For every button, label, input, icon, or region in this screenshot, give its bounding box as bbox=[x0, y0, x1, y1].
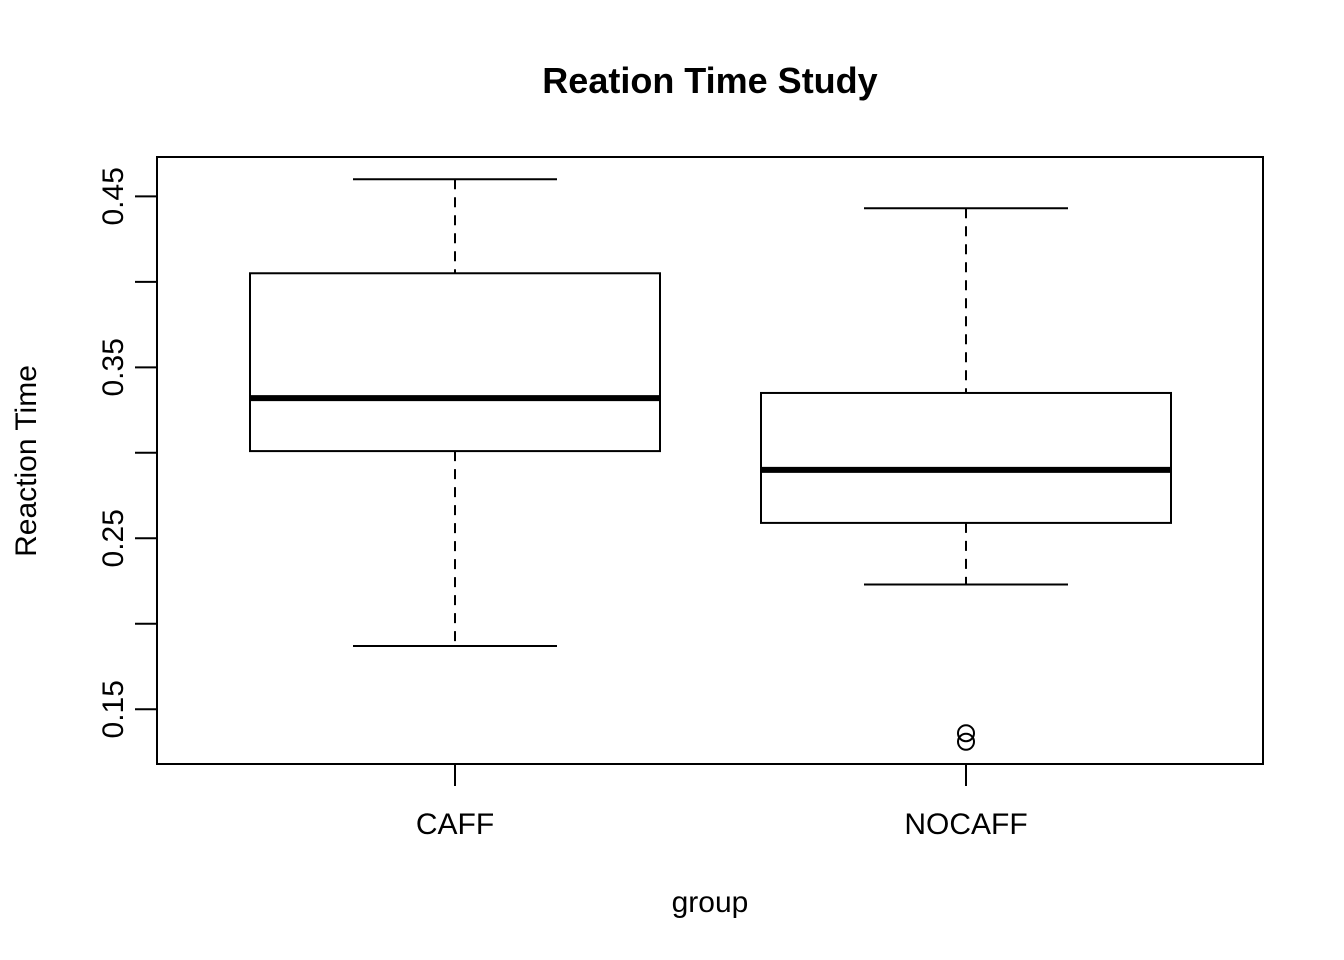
x-axis: CAFF NOCAFF bbox=[416, 764, 1028, 841]
box-nocaff bbox=[760, 207, 1172, 751]
y-tick-label: 0.35 bbox=[97, 338, 130, 396]
x-tick-label: NOCAFF bbox=[904, 808, 1027, 841]
x-tick-label: CAFF bbox=[416, 808, 494, 841]
y-tick-label: 0.25 bbox=[97, 509, 130, 567]
outlier-point bbox=[957, 724, 975, 743]
iqr-box bbox=[249, 272, 661, 453]
y-tick-label: 0.15 bbox=[97, 680, 130, 738]
box-group bbox=[249, 178, 1172, 751]
plot-area-frame bbox=[156, 156, 1264, 765]
y-tick-label: 0.45 bbox=[97, 167, 130, 225]
x-axis-label: group bbox=[672, 886, 749, 919]
y-axis-label: Reaction Time bbox=[10, 365, 43, 557]
y-axis: 0.15 0.25 0.35 0.45 bbox=[97, 167, 157, 738]
chart-title: Reation Time Study bbox=[542, 60, 877, 101]
box-caff bbox=[249, 178, 661, 648]
outlier-point bbox=[957, 732, 975, 751]
iqr-box bbox=[760, 391, 1172, 524]
